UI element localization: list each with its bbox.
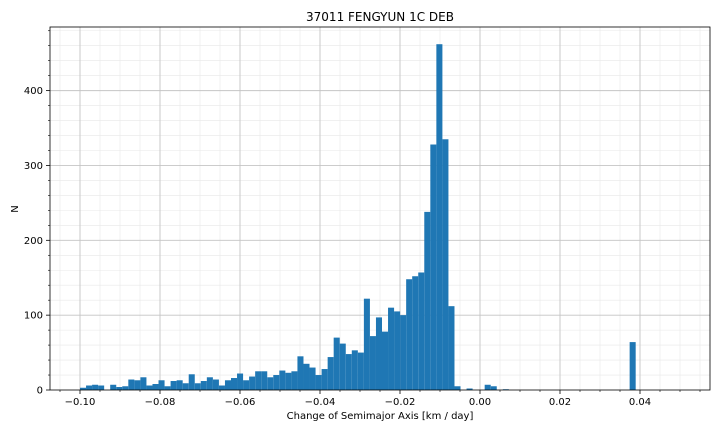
y-tick-label: 300 [24,161,43,172]
histogram-bar [224,380,231,390]
histogram-bar [394,311,401,390]
histogram-bar [424,211,431,390]
histogram-bar [80,387,87,390]
histogram-bar [382,331,389,390]
histogram-bar [116,387,123,390]
histogram-bars [80,44,636,391]
histogram-bar [388,307,395,390]
histogram-bar [243,380,250,390]
histogram-bar [273,375,280,390]
histogram-bar [231,378,238,390]
histogram-bar [430,144,437,390]
histogram-bar [86,385,93,390]
histogram-bar [351,350,358,390]
histogram-bar [92,384,99,390]
histogram-bar [484,384,491,390]
histogram-bar [267,377,274,390]
histogram-bar [436,44,443,391]
histogram-bar [339,343,346,390]
histogram-bar [188,374,195,390]
y-tick-label: 400 [24,86,43,97]
histogram-bar [412,276,419,390]
histogram-bar [200,381,207,390]
x-tick-label: −0.06 [225,397,256,408]
x-tick-label: 0.00 [469,397,491,408]
histogram-bar [237,373,244,390]
x-axis-title: Change of Semimajor Axis [km / day] [287,411,474,422]
histogram-bar [375,317,382,390]
histogram-bar [357,352,364,390]
histogram-bar [212,379,219,390]
histogram-bar [418,272,425,390]
histogram-bar [206,377,213,390]
x-tick-label: 0.04 [629,397,651,408]
histogram-bar [152,384,159,390]
histogram-bar [140,377,147,390]
histogram-bar [261,371,268,390]
histogram-bar [363,298,370,390]
y-axis-title: N [10,205,21,212]
histogram-bar [466,388,473,390]
x-axis-ticks: −0.10 −0.08 −0.06 −0.04 −0.02 0.00 0.02 0.04 [59,390,701,408]
histogram-bar [315,375,322,390]
histogram-bar [442,139,449,390]
histogram-bar [134,380,141,390]
histogram-bar [218,385,225,390]
minor-grid [50,27,710,390]
y-tick-label: 200 [24,236,43,247]
histogram-bar [164,386,171,390]
histogram-bar [291,371,298,390]
histogram-bar [279,370,286,390]
histogram-bar [345,354,352,390]
chart-title: 37011 FENGYUN 1C DEB [306,10,454,24]
histogram-bar [490,386,497,390]
histogram-bar [285,372,292,390]
histogram-bar [629,342,636,390]
histogram-bar [303,363,310,390]
histogram-bar [110,384,117,390]
y-tick-label: 0 [37,386,43,397]
histogram-bar [327,357,334,390]
histogram-bar [255,371,262,390]
y-axis-ticks: 0 100 200 300 400 [24,30,50,397]
x-tick-label: −0.02 [385,397,416,408]
x-tick-label: −0.04 [305,397,336,408]
histogram-bar [406,279,413,390]
histogram-bar [98,385,105,390]
histogram-bar [400,315,407,390]
histogram-bar [158,380,165,390]
histogram-bar [128,379,135,390]
histogram-bar [321,369,328,390]
y-tick-label: 100 [24,311,43,322]
histogram-bar [454,386,461,390]
histogram-bar [297,356,304,390]
histogram-bar [448,306,455,390]
x-tick-label: −0.10 [65,397,96,408]
x-tick-label: −0.08 [145,397,176,408]
histogram-bar [369,336,376,390]
histogram-bar [194,383,201,390]
histogram-bar [170,381,177,390]
histogram-bar [182,383,189,390]
major-grid [50,27,710,390]
histogram-bar [146,385,153,390]
histogram-bar [176,380,183,390]
histogram-bar [309,367,316,390]
histogram-bar [249,376,256,390]
x-tick-label: 0.02 [549,397,571,408]
histogram-bar [333,337,340,390]
histogram-bar [122,386,129,390]
